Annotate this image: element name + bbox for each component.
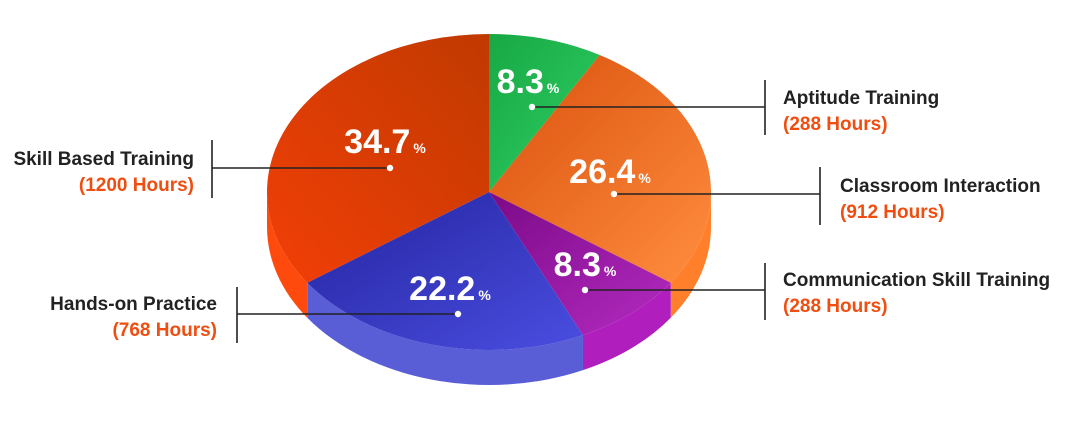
- callout-dot-classroom-interaction: [610, 190, 618, 198]
- side-communication-skill-training: [582, 282, 671, 371]
- data-label-communication-skill-training: 8.3%: [554, 246, 617, 284]
- slice-communication-skill-training[interactable]: [489, 192, 671, 336]
- legend-label-communication-skill-training: Communication Skill Training: [783, 270, 1050, 291]
- data-label-classroom-interaction: 26.4%: [569, 153, 651, 191]
- slice-hands-on-practice[interactable]: [307, 192, 583, 351]
- slice-skill-based-training[interactable]: [267, 34, 489, 283]
- callout-dot-communication-skill-training: [581, 286, 589, 294]
- side-skill-based-training: [267, 192, 308, 318]
- legend-hours-communication-skill-training: (288 Hours): [783, 296, 888, 317]
- callouts: Aptitude Training (288 Hours) Classroom In…: [13, 80, 1050, 343]
- legend-hours-hands-on-practice: (768 Hours): [112, 320, 217, 341]
- data-label-skill-based-training: 34.7%: [344, 123, 426, 161]
- legend-label-aptitude-training: Aptitude Training: [783, 88, 939, 109]
- callout-dot-hands-on-practice: [454, 310, 462, 318]
- data-label-hands-on-practice: 22.2%: [409, 270, 491, 308]
- callout-dot-aptitude-training: [528, 103, 536, 111]
- legend-label-skill-based-training: Skill Based Training: [13, 149, 194, 170]
- slice-labels: 8.3 % 26.4 % 8.3 % 22.2 % 34.7%: [344, 63, 651, 308]
- legend-hours-classroom-interaction: (912 Hours): [840, 202, 945, 223]
- pie-sides: [267, 192, 711, 386]
- legend-label-hands-on-practice: Hands-on Practice: [50, 294, 217, 315]
- legend-hours-skill-based-training: (1200 Hours): [79, 175, 194, 196]
- callout-dot-skill-based-training: [386, 164, 394, 172]
- data-label-aptitude-training: 8.3%: [497, 63, 560, 101]
- slice-aptitude-training[interactable]: [489, 34, 600, 192]
- pie-slices: [267, 34, 711, 351]
- legend-hours-aptitude-training: (288 Hours): [783, 114, 888, 135]
- legend-label-classroom-interaction: Classroom Interaction: [840, 176, 1041, 197]
- side-hands-on-practice: [307, 282, 583, 386]
- slice-classroom-interaction[interactable]: [489, 55, 711, 283]
- side-classroom-interaction: [670, 192, 711, 318]
